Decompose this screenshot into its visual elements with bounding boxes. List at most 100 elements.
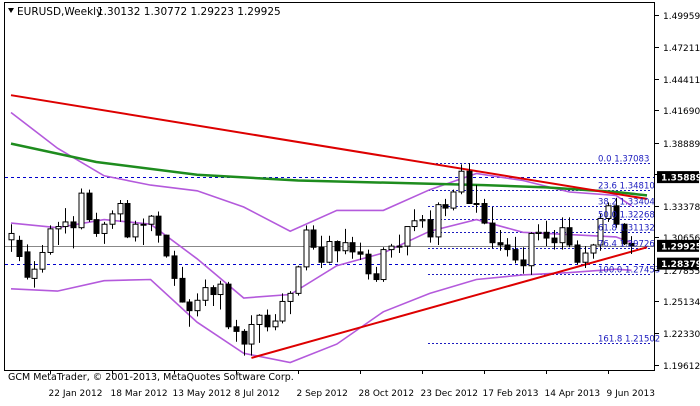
- candle-body-down: [210, 287, 217, 296]
- candle-body-up: [535, 231, 542, 234]
- candle-body-up: [396, 245, 403, 248]
- price-tick-label: 1.38889: [663, 140, 700, 150]
- candle-body-up: [78, 192, 85, 229]
- fibonacci-labels: 0.0 1.37083 23.6 1.34810 38.2 1.33404 50.0 …: [598, 155, 660, 345]
- candle-body-up: [101, 223, 108, 234]
- candle-body-up: [194, 299, 201, 312]
- candle-body-down: [466, 170, 473, 204]
- candle-body-up: [590, 244, 597, 254]
- candle-body-down: [24, 251, 31, 278]
- candle-body-up: [39, 251, 46, 270]
- candle-body-up: [55, 226, 62, 230]
- fib-level-label: 50.0 1.32268: [598, 211, 655, 221]
- candle-body-up: [272, 320, 279, 328]
- candle-body-down: [504, 244, 511, 251]
- plot-frame: [4, 2, 655, 371]
- price-tick-label: 1.41690: [663, 107, 700, 117]
- candle-body-up: [528, 232, 535, 267]
- candlesticks: [8, 163, 635, 356]
- fib-level-label: 23.6 1.34810: [598, 182, 655, 192]
- time-tick-label: 22 Jan 2012: [49, 389, 103, 399]
- candle-body-down: [86, 192, 93, 221]
- candle-body-up: [148, 215, 155, 225]
- candle-body-up: [62, 221, 69, 228]
- candle-body-down: [124, 202, 131, 238]
- candle-body-up: [295, 266, 302, 294]
- price-label-box: [657, 239, 699, 252]
- symbol-label: EURUSD,Weekly: [17, 6, 102, 18]
- price-axis[interactable]: 1.499591.472111.444111.416901.388891.361…: [655, 12, 700, 372]
- fib-level-label: 38.2 1.33404: [598, 198, 655, 208]
- candle-body-up: [303, 229, 310, 268]
- candle-body-down: [233, 326, 240, 332]
- candle-body-up: [279, 300, 286, 322]
- candle-body-up: [132, 223, 139, 238]
- resistance-trendline: [10, 94, 648, 200]
- candle-body-down: [427, 219, 434, 238]
- ohlc-values: 1.30132 1.30772 1.29223 1.29925: [97, 6, 281, 18]
- candle-body-up: [342, 242, 349, 252]
- candle-body-up: [117, 202, 124, 215]
- candle-body-up: [473, 202, 480, 205]
- candle-body-up: [597, 217, 604, 246]
- candle-body-down: [497, 242, 504, 246]
- price-label-text: 1.29925: [661, 242, 700, 252]
- support-trendline: [251, 246, 648, 359]
- candle-body-down: [574, 244, 581, 263]
- candle-body-down: [155, 215, 162, 236]
- time-tick-label: 17 Feb 2013: [483, 389, 539, 399]
- time-tick-label: 28 Oct 2012: [359, 389, 415, 399]
- candle-body-up: [419, 219, 426, 222]
- candle-body-down: [566, 227, 573, 246]
- candle-body-down: [621, 223, 628, 245]
- candle-body-up: [31, 268, 38, 279]
- candle-body-down: [264, 314, 271, 328]
- candle-body-down: [163, 234, 170, 257]
- fib-level-label: 61.8 1.31132: [598, 224, 655, 234]
- candle-body-down: [310, 229, 317, 248]
- price-tick-label: 1.25134: [663, 298, 700, 308]
- candle-body-down: [512, 249, 519, 261]
- price-label-text: 1.35889: [661, 174, 700, 184]
- candle-body-up: [450, 191, 457, 209]
- candle-body-up: [248, 323, 255, 345]
- time-tick-label: 9 Jun 2013: [607, 389, 655, 399]
- candle-body-down: [365, 253, 372, 275]
- candle-body-down: [520, 259, 527, 267]
- candle-body-down: [481, 202, 488, 224]
- candle-body-up: [435, 204, 442, 238]
- candle-body-up: [217, 283, 224, 296]
- candle-body-up: [559, 227, 566, 244]
- candle-body-up: [47, 228, 54, 253]
- trendlines: [10, 94, 648, 359]
- price-tick-label: 1.47211: [663, 44, 700, 54]
- price-tick-label: 1.30656: [663, 234, 700, 244]
- candle-body-up: [109, 213, 116, 225]
- candle-body-down: [628, 242, 635, 247]
- candle-body-down: [489, 222, 496, 244]
- chart-menu-icon[interactable]: [8, 8, 14, 13]
- price-label-box: [657, 257, 699, 270]
- candle-body-up: [326, 241, 333, 263]
- candle-body-down: [613, 205, 620, 225]
- time-axis[interactable]: 22 Jan 2012 18 Mar 2012 13 May 2012 8 Jul 2…: [49, 370, 655, 399]
- time-tick-label: 2 Sep 2012: [297, 389, 348, 399]
- candle-body-down: [225, 283, 232, 328]
- fib-level-label: 161.8 1.21502: [598, 335, 660, 345]
- fib-level-label: 76.4 1.29726: [598, 240, 655, 250]
- candle-body-down: [349, 242, 356, 253]
- time-tick-label: 13 May 2012: [173, 389, 232, 399]
- candle-body-up: [202, 287, 209, 301]
- candle-body-down: [16, 239, 23, 258]
- candle-body-up: [458, 170, 465, 193]
- watermark: GCM MetaTrader, © 2001-2013, MetaQuotes …: [8, 372, 294, 383]
- price-tick-label: 1.49959: [663, 12, 700, 22]
- candle-body-up: [380, 249, 387, 281]
- price-label-text: 1.28379: [661, 260, 700, 270]
- candle-body-down: [551, 237, 558, 244]
- candle-body-up: [404, 226, 411, 247]
- candle-body-down: [171, 255, 178, 279]
- candle-body-up: [411, 220, 418, 228]
